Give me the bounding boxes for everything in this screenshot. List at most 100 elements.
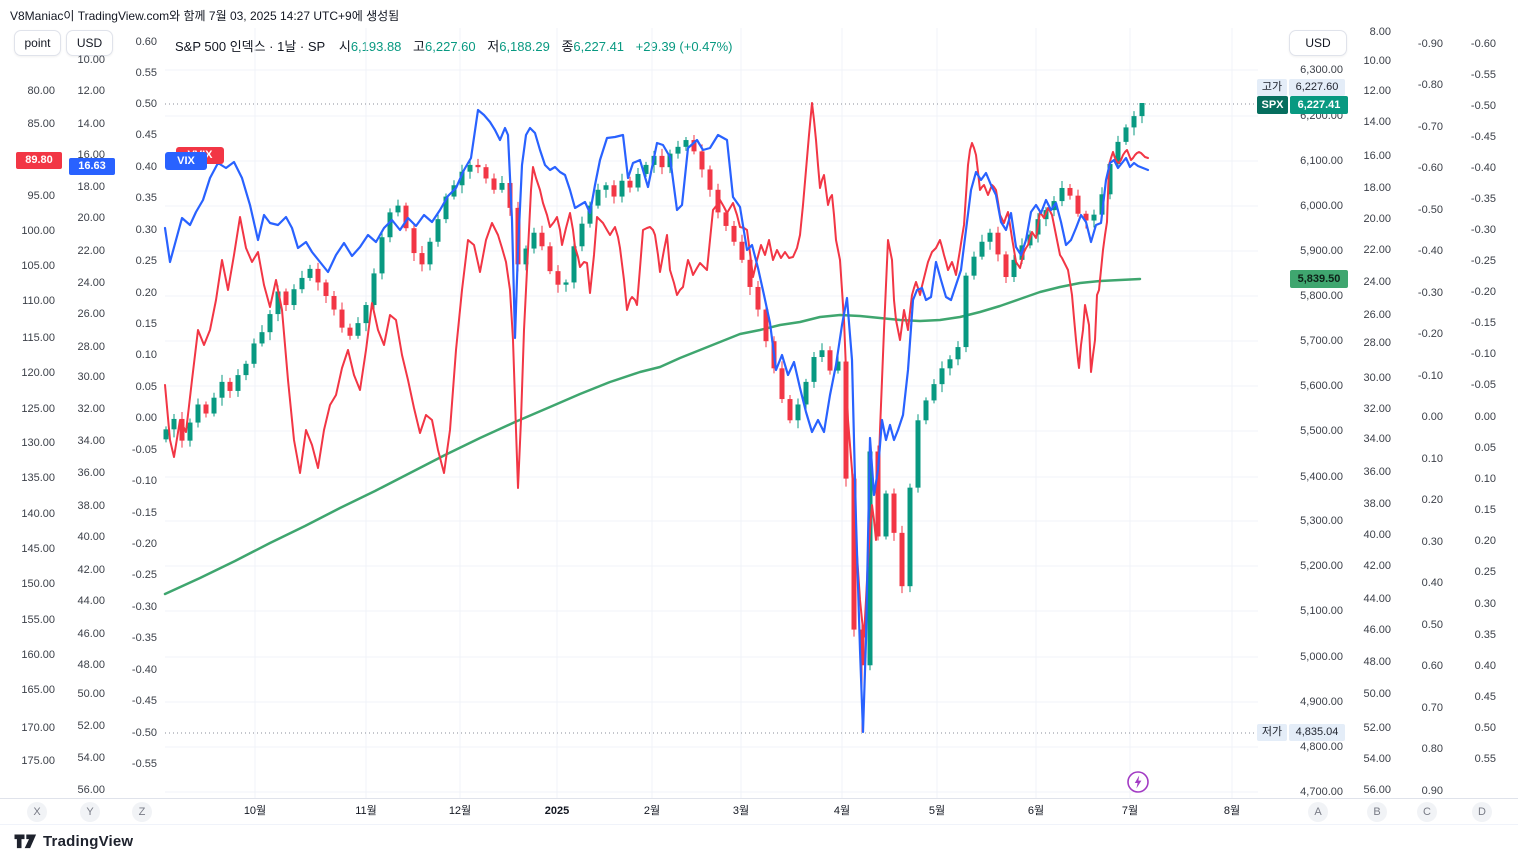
axis-tick: -0.50 xyxy=(1470,100,1496,112)
axis-tick: 24.00 xyxy=(1363,276,1391,288)
axis-tick: 5,800.00 xyxy=(1300,290,1343,302)
ma-price-label: 5,839.50 xyxy=(1290,270,1348,288)
time-axis-border xyxy=(0,798,1518,799)
axis-tick: 0.55 xyxy=(1474,753,1496,765)
axis-tick: 16.00 xyxy=(1363,150,1391,162)
axis-tick: 4,800.00 xyxy=(1300,741,1343,753)
axis-tick: 0.15 xyxy=(135,318,157,330)
scale-chip-Y[interactable]: Y xyxy=(80,802,100,822)
right-axis-c[interactable]: -0.90 -0.80 -0.70 -0.60 -0.50 -0.40 -0.30 -0.20… xyxy=(1383,0,1443,858)
left-axis-z[interactable]: 0.60 0.55 0.50 0.45 0.40 0.35 0.30 0.25 0.20 0.15… xyxy=(107,0,157,858)
point-scale-button[interactable]: point xyxy=(14,30,61,56)
axis-tick: 0.00 xyxy=(1421,411,1443,423)
scale-chip-C[interactable]: C xyxy=(1417,802,1437,822)
axis-tick: -0.20 xyxy=(1417,328,1443,340)
open-label: 시 xyxy=(338,39,351,54)
scale-chip-B[interactable]: B xyxy=(1367,802,1387,822)
axis-tick: 10.00 xyxy=(1363,55,1391,67)
axis-tick: 5,500.00 xyxy=(1300,425,1343,437)
axis-tick: 0.60 xyxy=(135,36,157,48)
axis-tick: 0.10 xyxy=(1421,453,1443,465)
axis-tick: 0.20 xyxy=(135,287,157,299)
axis-tick: -0.40 xyxy=(131,664,157,676)
scale-chip-Z[interactable]: Z xyxy=(132,802,152,822)
spx-last-price-label: 6,227.41 xyxy=(1290,96,1348,114)
time-axis-label: 6월 xyxy=(1027,805,1045,817)
scale-chip-D[interactable]: D xyxy=(1472,802,1492,822)
axis-tick: 140.00 xyxy=(21,508,55,520)
left-axis-usd[interactable]: 10.00 12.00 14.00 16.00 18.00 20.00 22.00 24.00… xyxy=(55,0,105,858)
time-axis-label: 2025 xyxy=(544,805,570,817)
axis-tick: 120.00 xyxy=(21,367,55,379)
axis-tick: 0.35 xyxy=(135,192,157,204)
axis-tick: -0.40 xyxy=(1417,245,1443,257)
axis-tick: 95.00 xyxy=(27,190,55,202)
axis-tick: 26.00 xyxy=(77,308,105,320)
axis-tick: 115.00 xyxy=(22,332,55,344)
time-axis-bottom-border xyxy=(0,824,1518,825)
axis-tick: 130.00 xyxy=(21,437,55,449)
high-tag-label: 고가 xyxy=(1257,79,1287,96)
high-value: 6,227.60 xyxy=(425,39,476,54)
axis-tick: 0.70 xyxy=(1421,702,1443,714)
axis-tick: 0.50 xyxy=(1421,619,1443,631)
axis-tick: -0.25 xyxy=(131,569,157,581)
time-axis-label: 11월 xyxy=(355,805,377,817)
axis-tick: 14.00 xyxy=(1363,116,1391,128)
axis-tick: 5,400.00 xyxy=(1300,471,1343,483)
axis-tick: 0.05 xyxy=(135,381,157,393)
axis-tick: 22.00 xyxy=(1363,244,1391,256)
right-axis-b[interactable]: 8.00 10.00 12.00 14.00 16.00 18.00 20.00 22.00 2… xyxy=(1331,0,1391,858)
axis-tick: -0.55 xyxy=(131,758,157,770)
axis-tick: 0.25 xyxy=(1474,566,1496,578)
axis-tick: -0.10 xyxy=(131,475,157,487)
time-axis-label: 5월 xyxy=(928,805,946,817)
axis-tick: -0.35 xyxy=(131,632,157,644)
axis-tick: 34.00 xyxy=(77,435,105,447)
high-tag-value: 6,227.60 xyxy=(1289,79,1345,96)
axis-tick: 150.00 xyxy=(21,578,55,590)
axis-tick: 0.60 xyxy=(1421,660,1443,672)
axis-tick: 6,300.00 xyxy=(1300,64,1343,76)
axis-tick: 125.00 xyxy=(21,403,55,415)
right-axis-d[interactable]: -0.60 -0.55 -0.50 -0.45 -0.40 -0.35 -0.30 -0.25… xyxy=(1436,0,1496,858)
axis-tick: 160.00 xyxy=(21,649,55,661)
low-label: 저 xyxy=(487,39,500,54)
axis-tick: 100.00 xyxy=(21,225,55,237)
axis-tick: -0.30 xyxy=(1417,287,1443,299)
axis-tick: 56.00 xyxy=(77,784,105,796)
axis-tick: -0.10 xyxy=(1470,348,1496,360)
ma-line[interactable] xyxy=(163,277,1142,596)
axis-tick: 0.55 xyxy=(135,67,157,79)
axis-tick: 44.00 xyxy=(1363,593,1391,605)
vix-series-tag[interactable]: VIX xyxy=(165,152,207,170)
open-value: 6,193.88 xyxy=(350,39,402,54)
axis-tick: 46.00 xyxy=(1363,624,1391,636)
axis-tick: -0.05 xyxy=(1470,379,1496,391)
axis-tick: 44.00 xyxy=(77,595,105,607)
usd-scale-button-right[interactable]: USD xyxy=(1289,30,1347,56)
left-axis-point[interactable]: 80.00 85.00 95.00 100.00 105.00 110.00 115.00 1… xyxy=(5,0,55,858)
axis-tick: 52.00 xyxy=(1363,722,1391,734)
axis-tick: 46.00 xyxy=(77,628,105,640)
axis-tick: -0.10 xyxy=(1417,370,1443,382)
tradingview-logo[interactable]: TradingView xyxy=(14,833,133,850)
scale-chip-A[interactable]: A xyxy=(1308,802,1328,822)
lightning-button[interactable] xyxy=(1126,770,1150,794)
time-axis-label: 8월 xyxy=(1223,805,1241,817)
vix-line[interactable] xyxy=(163,108,1150,734)
axis-tick: -0.45 xyxy=(1470,131,1496,143)
axis-tick: 165.00 xyxy=(21,684,55,696)
time-axis-label: 10월 xyxy=(243,805,267,817)
scale-chip-X[interactable]: X xyxy=(27,802,47,822)
symbol-legend[interactable]: S&P 500 인덱스 · 1날 · SP 시6,193.88 고6,227.6… xyxy=(175,36,741,55)
axis-tick: 170.00 xyxy=(21,722,55,734)
axis-tick: 0.40 xyxy=(135,161,157,173)
vvix-line[interactable] xyxy=(164,102,1149,638)
usd-scale-button-left[interactable]: USD xyxy=(66,30,113,56)
axis-tick: -0.05 xyxy=(131,444,157,456)
axis-tick: 4,700.00 xyxy=(1300,786,1343,798)
axis-tick: 5,700.00 xyxy=(1300,335,1343,347)
right-axis-a[interactable]: 6,300.00 6,200.00 6,100.00 6,000.00 5,900.00… xyxy=(1283,0,1343,858)
